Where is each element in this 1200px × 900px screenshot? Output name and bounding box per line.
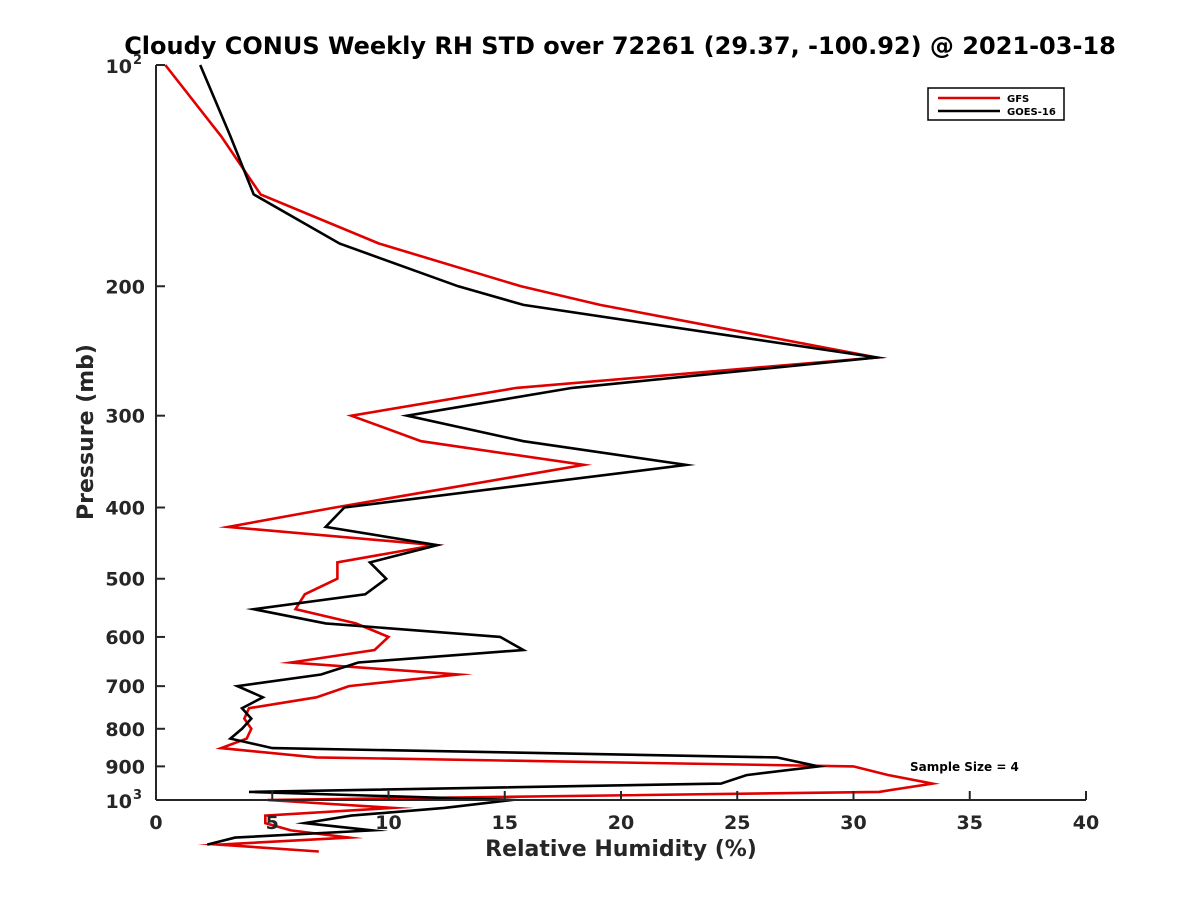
y-tick-label: 700 xyxy=(105,676,145,698)
y-tick-label: 200 xyxy=(105,276,145,298)
legend-box xyxy=(927,87,1065,121)
x-tick-label: 35 xyxy=(957,812,983,834)
y-axis-label: Pressure (mb) xyxy=(74,344,99,520)
legend-label-gfs: GFS xyxy=(1007,94,1029,105)
y-tick-label: 600 xyxy=(105,627,145,649)
x-tick-label: 20 xyxy=(608,812,634,834)
y-tick-label: 900 xyxy=(105,756,145,778)
series-line-goes-16 xyxy=(199,64,888,846)
y-tick-exponent: 3 xyxy=(133,788,142,803)
legend: GFS GOES-16 xyxy=(927,87,1065,121)
x-tick-label: 15 xyxy=(492,812,518,834)
legend-label-goes16: GOES-16 xyxy=(1007,107,1056,118)
chart-title: Cloudy CONUS Weekly RH STD over 72261 (2… xyxy=(124,32,1116,60)
y-tick-label: 800 xyxy=(105,719,145,741)
x-tick-label: 40 xyxy=(1073,812,1099,834)
y-tick-label: 500 xyxy=(105,569,145,591)
x-tick-label: 10 xyxy=(375,812,401,834)
x-axis-label: Relative Humidity (%) xyxy=(485,837,757,862)
sample-size-annotation: Sample Size = 4 xyxy=(910,760,1019,774)
y-tick-label: 300 xyxy=(105,406,145,428)
y-tick-label: 10 xyxy=(106,791,132,813)
x-tick-label: 5 xyxy=(266,812,279,834)
x-tick-label: 25 xyxy=(724,812,750,834)
x-tick-label: 0 xyxy=(149,812,162,834)
x-ticks: 0 5 10 15 20 25 30 35 40 xyxy=(149,791,1099,834)
y-tick-label: 400 xyxy=(105,498,145,520)
plot-area: 0 5 10 15 20 25 30 35 40 10 220030040050060070080… xyxy=(105,53,1099,853)
y-tick-label: 10 xyxy=(106,56,132,78)
x-tick-label: 30 xyxy=(840,812,866,834)
y-tick-exponent: 2 xyxy=(133,53,142,68)
